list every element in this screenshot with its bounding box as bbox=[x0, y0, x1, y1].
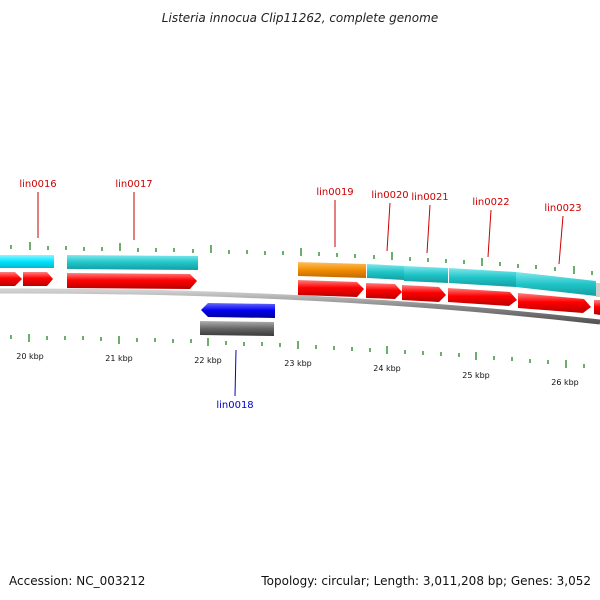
gene-label-lin0016: lin0016 bbox=[19, 179, 56, 190]
gene-label-lin0017: lin0017 bbox=[115, 179, 152, 190]
cds-arrow bbox=[298, 280, 364, 297]
reverse-gene-feature bbox=[200, 321, 274, 336]
leader-line bbox=[426, 204, 431, 254]
gene-feature bbox=[67, 255, 198, 270]
gene-label-lin0021: lin0021 bbox=[411, 192, 448, 203]
gene-label-lin0020: lin0020 bbox=[371, 190, 408, 201]
gene-feature bbox=[516, 272, 596, 296]
gene-label-lin0022: lin0022 bbox=[472, 197, 509, 208]
lower-tick-row bbox=[10, 334, 585, 368]
accession-text: Accession: NC_003212 bbox=[9, 574, 145, 588]
cds-arrow bbox=[402, 285, 446, 302]
gene-feature bbox=[367, 264, 404, 280]
genome-backbone bbox=[0, 288, 600, 325]
cds-arrow bbox=[67, 273, 197, 289]
scale-label: 26 kbp bbox=[551, 378, 579, 387]
leader-line bbox=[234, 349, 237, 397]
gene-labels: lin0016 lin0017 lin0019 lin0020 lin0021 … bbox=[19, 179, 581, 411]
map-title: Listeria innocua Clip11262, complete gen… bbox=[162, 11, 438, 25]
gene-feature bbox=[0, 255, 22, 268]
cds-arrow bbox=[23, 272, 53, 286]
gene-label-lin0023: lin0023 bbox=[544, 203, 581, 214]
scale-label: 23 kbp bbox=[284, 359, 312, 368]
leader-line bbox=[386, 202, 391, 252]
leader-line bbox=[487, 209, 492, 258]
gene-feature bbox=[404, 266, 448, 283]
gene-feature bbox=[298, 262, 366, 278]
scale-label: 21 kbp bbox=[105, 354, 133, 363]
scale-label: 22 kbp bbox=[194, 356, 222, 365]
gene-feature bbox=[22, 255, 54, 268]
cds-arrow bbox=[518, 293, 591, 313]
gene-feature bbox=[449, 268, 516, 287]
scale-label: 24 kbp bbox=[373, 364, 401, 373]
leader-line bbox=[558, 215, 564, 265]
gene-feature bbox=[596, 283, 600, 297]
upper-tick-row bbox=[10, 242, 593, 275]
cds-arrow bbox=[448, 288, 517, 306]
reverse-cds-arrow bbox=[201, 303, 275, 318]
gene-label-lin0018: lin0018 bbox=[216, 400, 253, 411]
scale-label: 20 kbp bbox=[16, 352, 44, 361]
forward-gene-track bbox=[0, 255, 596, 296]
reverse-track bbox=[200, 303, 275, 336]
genome-summary-text: Topology: circular; Length: 3,011,208 bp… bbox=[260, 574, 591, 588]
scale-label: 25 kbp bbox=[462, 371, 490, 380]
cds-arrow bbox=[366, 283, 402, 299]
cds-arrow bbox=[594, 300, 600, 315]
cds-arrow bbox=[0, 272, 22, 286]
gene-label-lin0019: lin0019 bbox=[316, 187, 353, 198]
forward-cds-track bbox=[0, 272, 600, 315]
scale-labels: 20 kbp 21 kbp 22 kbp 23 kbp 24 kbp 25 kb… bbox=[16, 352, 579, 387]
